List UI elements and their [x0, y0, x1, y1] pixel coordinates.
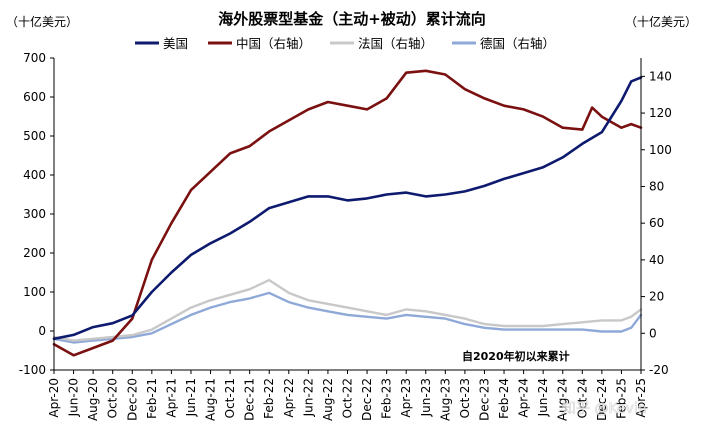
left-tick-label: 500	[23, 129, 46, 143]
series-line-1	[52, 69, 643, 357]
left-tick-label: 700	[23, 51, 46, 65]
series-line-3	[52, 291, 643, 344]
x-tick-label: Feb-21	[145, 378, 159, 419]
x-tick-label: Feb-24	[497, 378, 511, 419]
right-tick-label: 100	[649, 143, 672, 157]
left-tick-label: 600	[23, 90, 46, 104]
x-tick-label: Dec-21	[243, 378, 257, 421]
chart-note: 自2020年初以来累计	[462, 349, 570, 363]
chart-title: 海外股票型基金（主动+被动）累计流向	[218, 10, 486, 28]
right-tick-label: 140	[649, 69, 672, 83]
legend: 美国 中国（右轴） 法国（右轴） 德国（右轴）	[135, 36, 555, 51]
x-tick-label: Apr-22	[282, 378, 296, 418]
right-tick-label: 20	[649, 290, 664, 304]
right-tick-label: -20	[649, 363, 669, 377]
right-tick-label: 120	[649, 106, 672, 120]
left-tick-label: 200	[23, 246, 46, 260]
x-tick-label: Oct-24	[575, 378, 589, 418]
x-tick-label: Feb-23	[380, 378, 394, 419]
x-tick-label: Feb-22	[262, 378, 276, 419]
x-tick-label: Jun-23	[419, 378, 433, 417]
x-tick-label: Jun-21	[184, 378, 198, 417]
left-tick-label: 300	[23, 207, 46, 221]
axes: -100 0 100 200 300 400 500 600 700 -20 0 20 40 60 80 10…	[19, 51, 672, 421]
x-tick-label: Aug-21	[204, 378, 218, 421]
right-tick-label: 60	[649, 216, 664, 230]
x-tick-label: Dec-24	[595, 378, 609, 421]
x-tick-label: Jun-22	[301, 378, 315, 417]
legend-label-0: 美国	[163, 36, 188, 51]
x-tick-label: Feb-25	[614, 378, 628, 419]
x-tick-label: Apr-20	[47, 378, 61, 418]
x-tick-label: Apr-23	[399, 378, 413, 418]
x-tick-label: Aug-23	[438, 378, 452, 421]
watermark: 知乎 @Kevin	[562, 400, 647, 417]
x-tick-label: Aug-20	[86, 378, 100, 421]
x-tick-label: Dec-20	[125, 378, 139, 421]
x-tick-label: Apr-25	[634, 378, 648, 418]
right-axis-unit: （十亿美元）	[625, 14, 697, 29]
right-tick-label: 80	[649, 179, 664, 193]
x-tick-label: Aug-22	[321, 378, 335, 421]
x-tick-label: Dec-23	[477, 378, 491, 421]
x-tick-label: Jun-24	[536, 378, 550, 417]
left-tick-label: 400	[23, 168, 46, 182]
series-line-0	[52, 76, 643, 341]
x-tick-label: Jun-20	[67, 378, 81, 417]
left-tick-label: -100	[19, 363, 46, 377]
x-tick-label: Oct-20	[106, 378, 120, 418]
legend-label-1: 中国（右轴）	[236, 36, 311, 51]
x-tick-label: Oct-23	[458, 378, 472, 418]
right-tick-label: 0	[649, 326, 657, 340]
x-tick-label: Oct-22	[341, 378, 355, 418]
left-tick-label: 100	[23, 285, 46, 299]
x-tick-label: Aug-24	[556, 378, 570, 421]
legend-label-2: 法国（右轴）	[358, 36, 433, 51]
left-axis-unit: （十亿美元）	[6, 14, 78, 29]
x-tick-label: Oct-21	[223, 378, 237, 418]
x-tick-label: Apr-24	[517, 378, 531, 418]
legend-label-3: 德国（右轴）	[480, 36, 555, 51]
series-line-2	[52, 278, 643, 342]
x-tick-label: Dec-22	[360, 378, 374, 421]
x-tick-label: Apr-21	[164, 378, 178, 418]
right-tick-label: 40	[649, 253, 664, 267]
plot-series	[52, 69, 643, 357]
left-tick-label: 0	[38, 324, 46, 338]
